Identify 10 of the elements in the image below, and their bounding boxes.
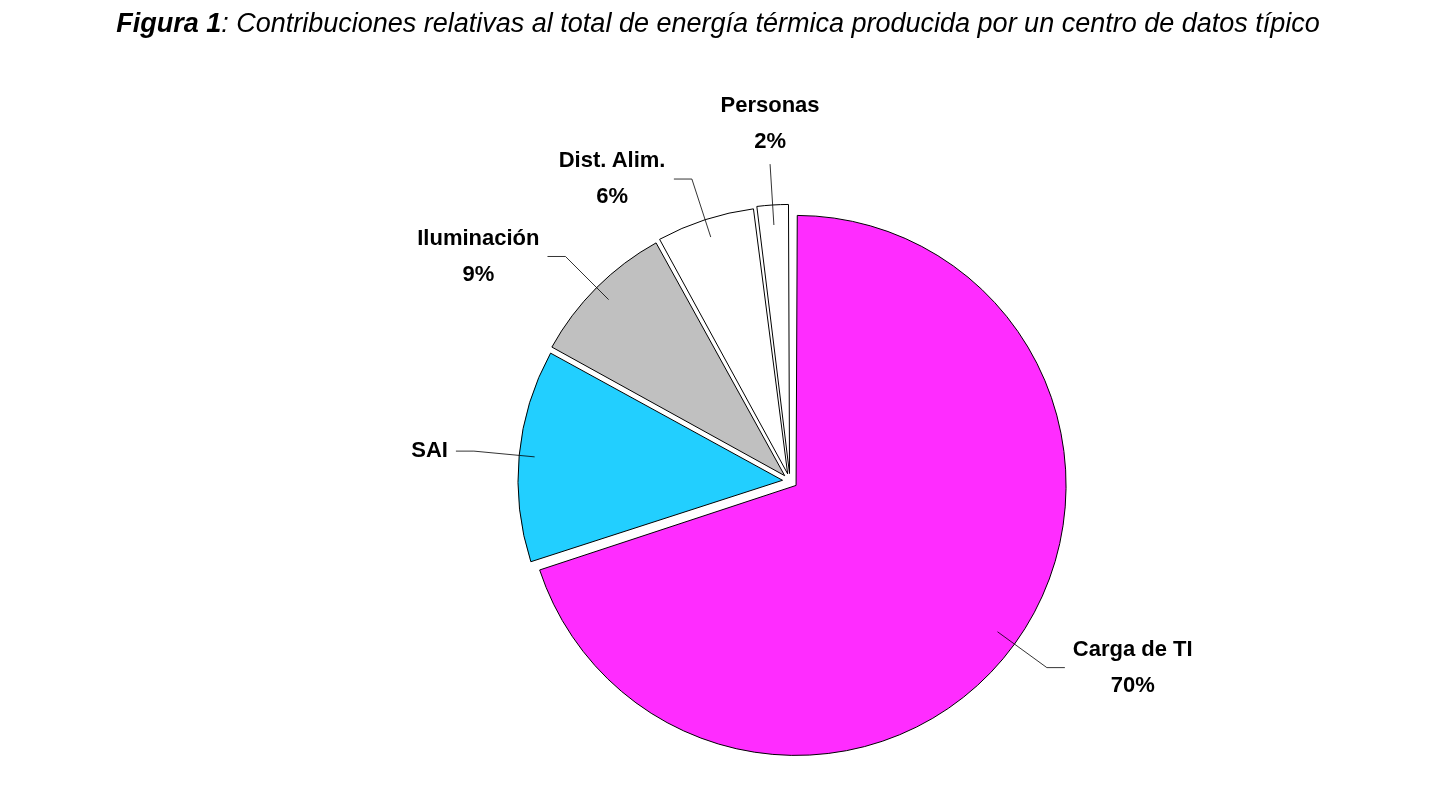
data-label: 2% [754, 128, 786, 154]
slice-label: Dist. Alim. [558, 147, 666, 173]
data-label: 6% [596, 183, 628, 209]
slice-label: Iluminación [417, 224, 540, 250]
data-label: 70% [1110, 671, 1155, 697]
chart-title: Figura 1: Contribuciones relativas al total de energía térmica producida por un centro de datos típico [115, 8, 1321, 39]
slice-label: Carga de TI [1072, 635, 1193, 661]
data-label: 9% [462, 260, 495, 286]
slice-label: SAI [411, 437, 448, 463]
slice-label: Personas [720, 92, 820, 118]
